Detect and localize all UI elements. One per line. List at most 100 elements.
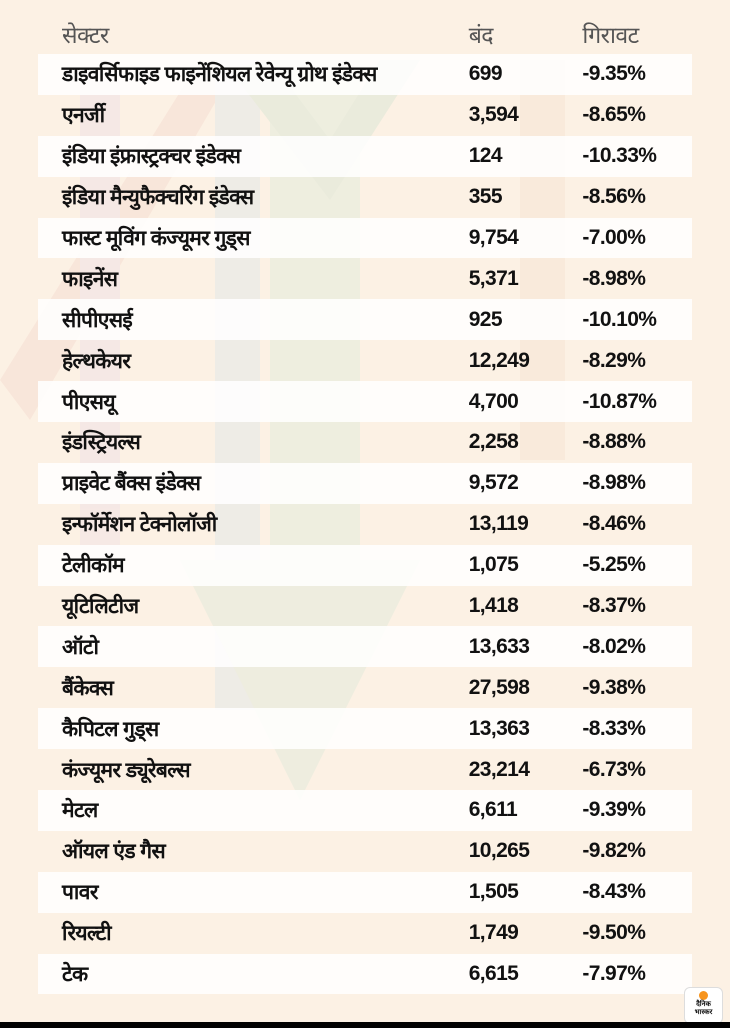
close-cell: 5,371 — [468, 266, 519, 290]
table-row: यूटिलिटीज 1,418 -8.37% — [38, 586, 692, 627]
header-fall: गिरावट — [582, 22, 639, 48]
sector-cell: इंडिया इंफ्रास्ट्रक्चर इंडेक्स — [62, 145, 241, 169]
close-cell: 9,754 — [468, 226, 519, 249]
fall-cell: -9.82% — [582, 839, 646, 863]
close-cell: 13,119 — [468, 512, 529, 536]
close-cell: 13,363 — [468, 716, 530, 740]
bottom-bar — [0, 1022, 730, 1028]
close-cell: 2,258 — [468, 430, 519, 454]
close-cell: 27,598 — [468, 675, 530, 699]
sector-table: सेक्टर बंद गिरावट डाइवर्सिफाइड फाइनेंशिय… — [38, 14, 692, 995]
fall-cell: -6.73% — [582, 757, 646, 781]
table-row: टेलीकॉम 1,075 -5.25% — [38, 544, 692, 586]
sector-cell: इंडस्ट्रियल्स — [62, 431, 141, 455]
sector-cell: कंज्यूमर ड्यूरेबल्स — [62, 758, 191, 782]
table-row: टेक 6,615 -7.97% — [38, 953, 692, 995]
fall-cell: -8.37% — [582, 594, 646, 618]
table-row: इन्फॉर्मेशन टेक्नोलॉजी 13,119 -8.46% — [38, 504, 692, 545]
close-cell: 124 — [468, 144, 503, 168]
table-row: बैंकेक्स 27,598 -9.38% — [38, 667, 692, 708]
sector-cell: डाइवर्सिफाइड फाइनेंशियल रेवेन्यू ग्रोथ इ… — [62, 63, 377, 87]
fall-cell: -7.00% — [582, 226, 646, 249]
close-cell: 1,749 — [468, 921, 519, 945]
sector-cell: ऑटो — [62, 635, 99, 659]
sector-cell: फास्ट मूविंग कंज्यूमर गुड्स — [62, 227, 251, 250]
fall-cell: -8.43% — [582, 880, 646, 904]
close-cell: 6,615 — [468, 962, 519, 986]
fall-cell: -9.50% — [582, 921, 646, 945]
logo-line1: दैनिक — [696, 1001, 711, 1008]
table-header: सेक्टर बंद गिरावट — [38, 14, 692, 54]
sector-cell: सीपीएसई — [62, 308, 133, 332]
sector-cell: फाइनेंस — [62, 267, 118, 291]
table-row: इंडिया मैन्युफैक्चरिंग इंडेक्स 355 -8.56% — [38, 177, 692, 218]
table-row: एनर्जी 3,594 -8.65% — [38, 95, 692, 136]
fall-cell: -9.39% — [582, 798, 646, 822]
fall-cell: -5.25% — [582, 553, 646, 577]
fall-cell: -10.87% — [582, 389, 657, 413]
fall-cell: -10.33% — [582, 144, 657, 168]
sector-cell: पीएसयू — [62, 390, 116, 414]
fall-cell: -8.98% — [582, 266, 646, 290]
logo-dot-icon — [699, 991, 708, 1000]
fall-cell: -8.02% — [582, 634, 646, 658]
fall-cell: -7.97% — [582, 962, 646, 986]
table-row: डाइवर्सिफाइड फाइनेंशियल रेवेन्यू ग्रोथ इ… — [38, 54, 692, 95]
close-cell: 23,214 — [468, 757, 530, 781]
fall-cell: -10.10% — [582, 307, 657, 331]
close-cell: 1,418 — [468, 594, 519, 618]
sector-cell: बैंकेक्स — [62, 676, 114, 700]
sector-cell: टेक — [62, 963, 88, 987]
sector-cell: इंडिया मैन्युफैक्चरिंग इंडेक्स — [62, 186, 254, 210]
table-row: ऑयल एंड गैस 10,265 -9.82% — [38, 831, 692, 872]
close-cell: 355 — [468, 185, 503, 209]
sector-cell: रियल्टी — [62, 922, 112, 946]
close-cell: 4,700 — [468, 389, 519, 413]
sector-cell: कैपिटल गुड्स — [62, 717, 159, 741]
table-row: पावर 1,505 -8.43% — [38, 871, 692, 913]
table-row: फाइनेंस 5,371 -8.98% — [38, 258, 692, 299]
fall-cell: -8.29% — [582, 348, 646, 372]
close-cell: 925 — [468, 307, 503, 331]
sector-cell: मेटल — [62, 799, 98, 823]
fall-cell: -8.33% — [582, 716, 646, 740]
logo-line2: भास्कर — [694, 1009, 713, 1016]
sector-cell: टेलीकॉम — [62, 554, 125, 578]
close-cell: 9,572 — [468, 471, 519, 495]
fall-cell: -9.35% — [582, 62, 646, 86]
close-cell: 699 — [468, 62, 503, 86]
table-row: प्राइवेट बैंक्स इंडेक्स 9,572 -8.98% — [38, 462, 692, 504]
sector-cell: एनर्जी — [62, 104, 105, 128]
fall-cell: -9.38% — [582, 675, 646, 699]
table-row: इंडिया इंफ्रास्ट्रक्चर इंडेक्स 124 -10.33% — [38, 135, 692, 177]
close-cell: 13,633 — [468, 634, 530, 658]
fall-cell: -8.88% — [582, 430, 646, 454]
header-close: बंद — [468, 22, 494, 48]
header-sector: सेक्टर — [62, 22, 109, 48]
sector-cell: यूटिलिटीज — [62, 595, 139, 619]
sector-cell: हेल्थकेयर — [62, 349, 131, 373]
table-row: पीएसयू 4,700 -10.87% — [38, 381, 692, 423]
table-row: फास्ट मूविंग कंज्यूमर गुड्स 9,754 -7.00% — [38, 217, 692, 259]
table-row: इंडस्ट्रियल्स 2,258 -8.88% — [38, 422, 692, 463]
table-row: कंज्यूमर ड्यूरेबल्स 23,214 -6.73% — [38, 749, 692, 790]
sector-cell: ऑयल एंड गैस — [62, 840, 166, 864]
dainik-bhaskar-logo: दैनिक भास्कर — [684, 987, 723, 1024]
table-row: मेटल 6,611 -9.39% — [38, 790, 692, 831]
close-cell: 12,249 — [468, 348, 530, 372]
close-cell: 3,594 — [468, 103, 519, 127]
sector-cell: पावर — [62, 881, 98, 905]
sector-cell: प्राइवेट बैंक्स इंडेक्स — [62, 472, 201, 496]
close-cell: 1,075 — [468, 553, 519, 577]
table-row: हेल्थकेयर 12,249 -8.29% — [38, 340, 692, 381]
table-row: कैपिटल गुड्स 13,363 -8.33% — [38, 708, 692, 750]
table-row: ऑटो 13,633 -8.02% — [38, 626, 692, 668]
close-cell: 10,265 — [468, 839, 530, 863]
table-row: सीपीएसई 925 -10.10% — [38, 299, 692, 341]
close-cell: 1,505 — [468, 880, 519, 904]
table-row: रियल्टी 1,749 -9.50% — [38, 913, 692, 954]
sector-cell: इन्फॉर्मेशन टेक्नोलॉजी — [62, 513, 217, 537]
fall-cell: -8.56% — [582, 185, 646, 209]
fall-cell: -8.65% — [582, 103, 646, 127]
fall-cell: -8.46% — [582, 512, 646, 536]
